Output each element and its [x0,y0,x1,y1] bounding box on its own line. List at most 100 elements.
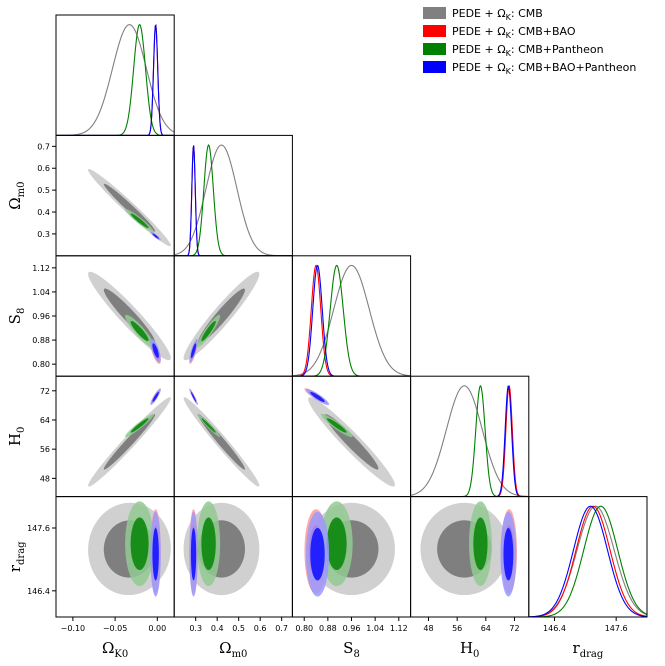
y-tick-label: 0.88 [32,336,50,345]
x-tick-label: −0.05 [103,624,128,633]
x-axis-label-Om: Ωm0 [219,639,247,660]
legend-subscript: K [506,49,512,58]
legend-suffix: : CMB+BAO+Pantheon [511,61,637,74]
panel-H0-Om [183,388,260,487]
legend-swatch [423,7,446,19]
legend-entry-label: PEDE + ΩK: CMB [452,7,543,22]
panel-rd-rd [528,505,647,618]
contour-PEDE + Ω_K: CMB [103,414,156,470]
x-tick-label: 0.96 [343,624,361,633]
axis-label-subscript: m0 [232,649,248,660]
contour-PEDE + Ω_K: CMB+BAO+Pantheon [503,527,514,581]
legend-suffix: : CMB+Pantheon [511,43,604,56]
series-line-PEDE + Ω_K: CMB+BAO+Pantheon [56,24,175,136]
series-line-PEDE + Ω_K: CMB+BAO [292,264,411,377]
x-tick-label: 56 [452,624,462,633]
axis-label-base: Ω [6,197,24,209]
y-tick-label: 0.6 [37,164,50,173]
x-tick-label: 0.4 [211,624,224,633]
contour-PEDE + Ω_K: CMB+Pantheon [201,517,216,570]
contour-PEDE + Ω_K: CMB+BAO+Pantheon [190,343,197,358]
contour-PEDE + Ω_K: CMB+Pantheon [326,418,347,433]
x-tick-label: 0.5 [232,624,245,633]
y-axis-label-Om: Ωm0 [6,181,27,209]
legend-swatch [423,43,446,55]
x-tick-label: 147.6 [605,624,628,633]
x-tick-label: 146.4 [543,624,566,633]
legend-prefix: PEDE + Ω [452,43,506,56]
series-line-PEDE + Ω_K: CMB+BAO+Pantheon [174,145,293,256]
axis-label-base: H [460,639,473,657]
panel-Ok-Ok [56,24,175,136]
series-line-PEDE + Ω_K: CMB [56,24,175,136]
y-tick-label: 146.4 [27,587,50,596]
axis-label-base: Ω [102,639,114,657]
axis-label-subscript: 0 [473,649,479,660]
panel-rd-H0 [420,501,517,597]
legend-prefix: PEDE + Ω [452,25,506,38]
y-tick-label: 64 [40,416,50,425]
legend-swatch [423,25,446,37]
x-axis-label-Ok: ΩK0 [102,639,128,660]
x-tick-label: 0.6 [254,624,267,633]
x-tick-label: 0.00 [148,624,166,633]
x-tick-label: 64 [481,624,491,633]
x-axis-label-S8: S8 [343,639,360,660]
axis-label-base: r [573,639,581,657]
axis-label-subscript: drag [16,541,27,565]
axis-label-subscript: 0 [16,427,27,433]
panel-H0-S8 [304,388,395,487]
legend-entry-label: PEDE + ΩK: CMB+BAO [452,25,576,40]
contour-PEDE + Ω_K: CMB+Pantheon [130,517,149,570]
contour-PEDE + Ω_K: CMB+Pantheon [201,418,216,433]
contour-PEDE + Ω_K: CMB+BAO+Pantheon [152,527,159,581]
y-tick-label: 0.4 [37,208,50,217]
x-tick-label: 0.3 [189,624,202,633]
contour-PEDE + Ω_K: CMB+Pantheon [130,320,149,342]
panel-S8-Om [183,271,260,364]
y-tick-label: 72 [40,387,50,396]
y-axis-label-rd: rdrag [6,541,27,572]
panel-frame [291,255,412,377]
series-line-PEDE + Ω_K: CMB [292,264,411,377]
legend-subscript: K [506,31,512,40]
contour-PEDE + Ω_K: CMB+BAO+Pantheon [190,392,197,402]
legend-suffix: : CMB+BAO [511,25,576,38]
legend-subscript: K [506,67,512,76]
contour-PEDE + Ω_K: CMB+BAO+Pantheon [190,527,197,581]
panel-Om-Om [174,144,293,256]
y-tick-label: 147.6 [27,524,50,533]
axis-label-subscript: K0 [114,649,128,660]
x-axis-label-H0: H0 [460,639,479,660]
x-tick-label: −0.10 [61,624,86,633]
panels-layer: 0.30.40.50.60.7Ωm00.800.880.961.041.12S8… [6,14,648,660]
y-tick-label: 0.96 [32,312,50,321]
x-tick-label: 48 [423,624,433,633]
panel-H0-Ok [88,388,171,487]
x-tick-label: 0.7 [275,624,288,633]
x-tick-label: 1.04 [366,624,384,633]
y-tick-label: 0.7 [37,142,50,151]
y-tick-label: 56 [40,445,50,454]
contour-PEDE + Ω_K: CMB+BAO+Pantheon [310,527,325,581]
legend-subscript: K [506,13,512,22]
series-line-PEDE + Ω_K: CMB+BAO [528,505,647,618]
contour-PEDE + Ω_K: CMB+BAO+Pantheon [152,233,159,239]
panel-frame [410,375,530,498]
panel-S8-Ok [88,271,171,364]
legend-entry-label: PEDE + ΩK: CMB+Pantheon [452,43,604,58]
axis-label-subscript: 8 [16,308,27,314]
panel-rd-Om [183,501,260,597]
panel-rd-Ok [88,501,171,597]
contour-PEDE + Ω_K: CMB+BAO+Pantheon [310,392,325,402]
axis-label-subscript: drag [580,649,604,660]
series-line-PEDE + Ω_K: CMB+Pantheon [174,144,293,256]
y-tick-label: 1.04 [32,288,50,297]
contour-PEDE + Ω_K: CMB+Pantheon [201,320,216,342]
contour-PEDE + Ω_K: CMB+BAO+Pantheon [152,392,159,402]
y-tick-label: 0.5 [37,186,50,195]
contour-PEDE + Ω_K: CMB+BAO+Pantheon [152,343,159,358]
x-tick-label: 1.12 [390,624,408,633]
